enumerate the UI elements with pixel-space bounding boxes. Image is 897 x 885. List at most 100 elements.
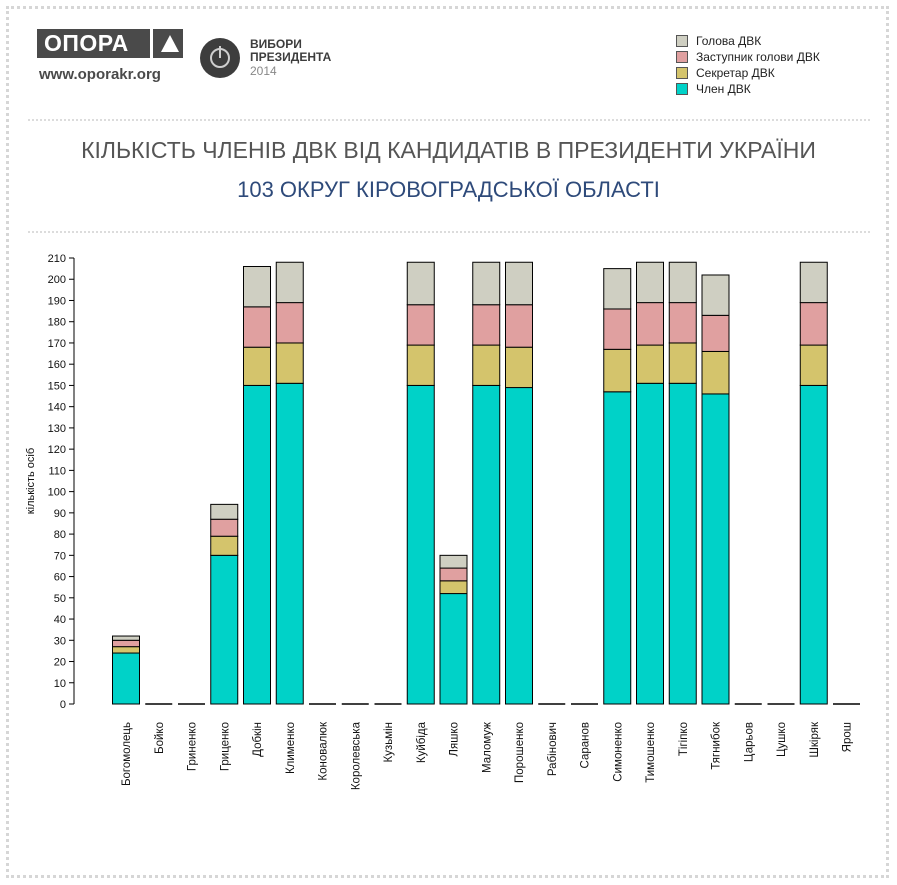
election-line2: ПРЕЗИДЕНТА [250,50,332,64]
bar-segment [505,304,533,348]
page-frame [6,6,889,878]
bar-segment [636,344,664,384]
bar-segment [603,348,632,393]
x-tick-label: Бойко [154,722,166,754]
y-tick-label: 110 [48,465,66,477]
y-tick-label: 190 [48,295,66,307]
y-tick-label: 150 [48,380,66,392]
site-url: www.oporakr.org [39,66,161,83]
x-tick-label: Шкіряк [809,721,821,758]
y-tick-label: 30 [54,635,66,647]
bar-segment [210,518,239,537]
bar-segment [439,580,468,595]
bar-segment [603,308,632,350]
bar-segment [799,344,828,386]
bar-segment [243,346,271,386]
chart-title: КІЛЬКІСТЬ ЧЛЕНІВ ДВК ВІД КАНДИДАТІВ В ПР… [81,137,816,163]
x-tick-label: Рабінович [547,722,559,776]
x-tick-label: Кузьмін [383,722,395,763]
logo-text: ОПОРА [44,30,129,56]
bar-segment [112,652,140,705]
y-tick-label: 210 [48,253,66,265]
legend-item: Голова ДВК [676,33,820,49]
y-tick-label: 20 [54,657,66,669]
bar-segment [505,346,533,389]
bar-segment [406,261,435,306]
election-emblem-icon [200,38,240,78]
x-tick-label: Коновалюк [318,721,330,781]
bar-segment [603,268,632,310]
election-label: ВИБОРИ ПРЕЗИДЕНТА [250,38,331,64]
y-tick-label: 180 [48,317,66,329]
bar-segment [472,344,501,386]
y-tick-label: 70 [54,550,66,562]
bar-segment [275,382,304,705]
bar-segment [210,554,239,705]
x-tick-label: Царьов [743,722,755,762]
bar-segment [439,593,468,705]
bar-segment [275,342,304,384]
bar-segment [636,261,664,304]
legend-label: Член ДВК [696,82,751,96]
bar-segment [243,265,271,308]
bar-segment [210,535,239,556]
x-tick-label: Королевська [350,721,362,790]
bar-segment [701,274,730,316]
x-tick-label: Ляшко [449,722,461,757]
bar-segment [668,382,697,705]
y-tick-label: 130 [48,423,66,435]
title-divider [28,231,870,233]
bar-segment [701,393,730,705]
y-tick-label: 200 [48,274,66,286]
bar-segment [210,503,239,520]
header-divider [28,119,870,121]
bar-segment [439,554,468,569]
legend-item: Заступник голови ДВК [676,49,820,65]
bar-segment [636,382,664,705]
y-tick-label: 50 [54,593,66,605]
bar-segment [275,261,304,304]
x-tick-label: Гриненко [187,722,199,771]
bar-segment [275,302,304,344]
y-tick-label: 40 [54,614,66,626]
y-axis-label: кількість осіб [25,448,37,514]
legend-item: Член ДВК [676,81,820,97]
bar-segment [112,635,140,641]
x-tick-label: Тимошенко [645,722,657,783]
opora-logo: ОПОРА [37,29,183,58]
bar-segment [472,384,501,705]
y-tick-label: 0 [60,699,66,711]
x-tick-label: Добкін [252,722,264,757]
legend-label: Заступник голови ДВК [696,50,820,64]
legend-swatch [676,35,688,47]
triangle-icon [150,29,183,58]
x-tick-label: Тягнибок [711,721,723,770]
bar-segment [668,342,697,384]
bar-segment [472,304,501,346]
x-tick-label: Саранов [580,722,592,768]
bar-segment [603,391,632,705]
bar-segment [636,302,664,346]
bar-segment [799,302,828,346]
bar-segment [439,567,468,582]
bar-segment [668,302,697,344]
y-tick-label: 60 [54,572,66,584]
y-tick-label: 100 [48,487,66,499]
y-tick-label: 160 [48,359,66,371]
x-tick-label: Маломуж [481,722,493,773]
bar-segment [505,261,533,306]
y-tick-label: 10 [54,678,66,690]
legend-swatch [676,51,688,63]
x-tick-label: Симоненко [612,722,624,782]
bar-segment [799,261,828,304]
bar-segment [112,646,140,654]
legend-label: Секретар ДВК [696,66,775,80]
x-tick-label: Тігіпко [678,722,690,756]
x-tick-label: Куйбіда [416,721,428,763]
x-tick-label: Цушко [776,722,788,757]
x-tick-label: Гриценко [219,722,231,771]
y-tick-label: 170 [48,338,66,350]
bar-segment [112,639,140,648]
bar-segment [701,314,730,352]
